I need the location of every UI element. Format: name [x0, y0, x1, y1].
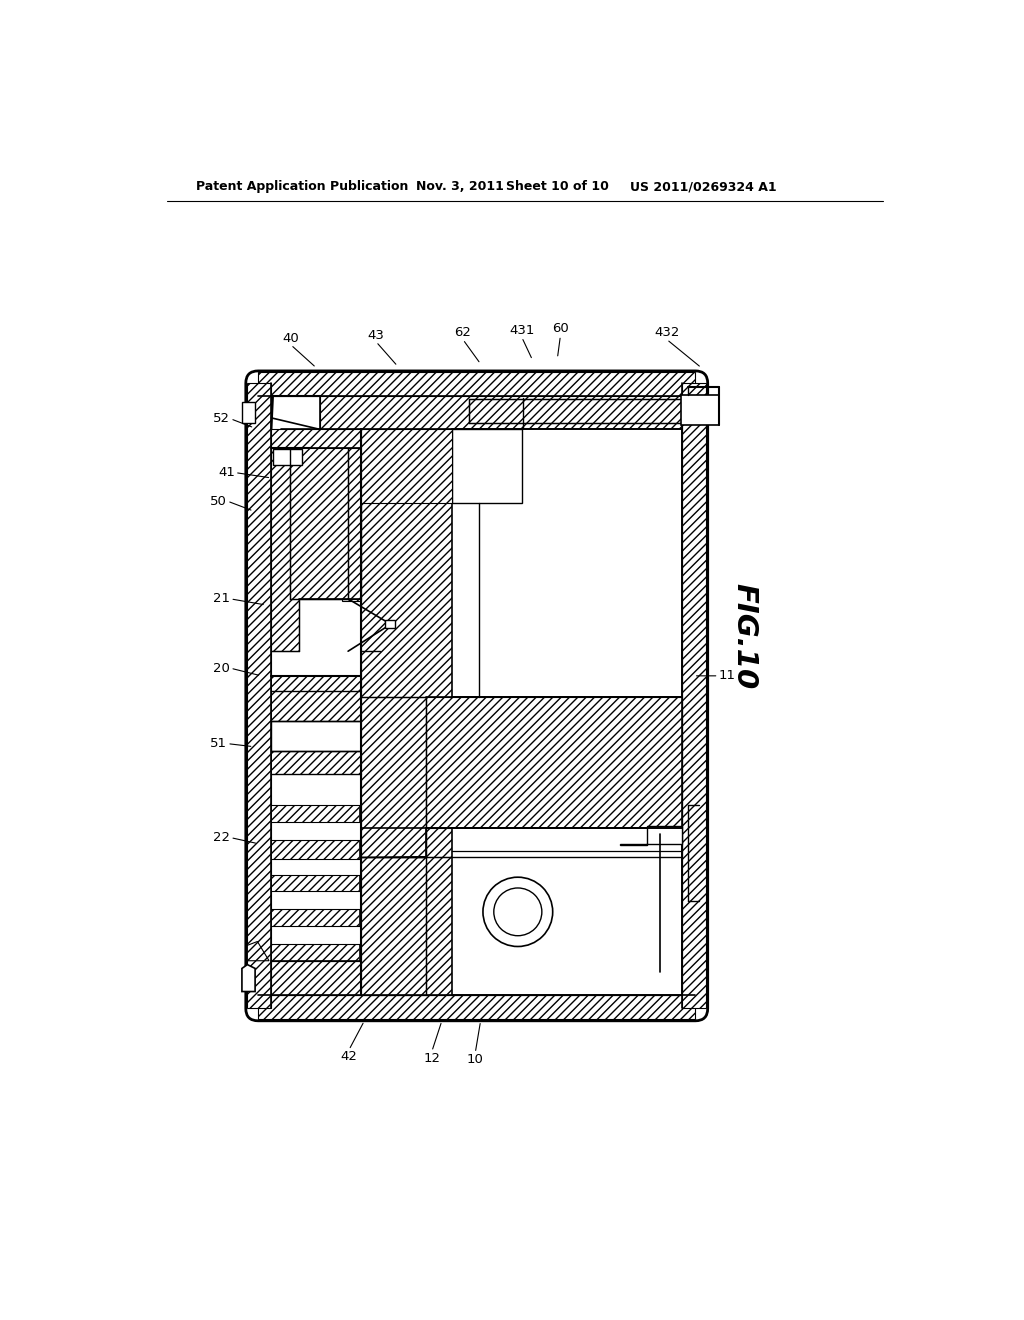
- Polygon shape: [271, 840, 359, 859]
- Polygon shape: [271, 961, 360, 995]
- Text: 22: 22: [213, 832, 230, 843]
- Circle shape: [494, 888, 542, 936]
- Polygon shape: [452, 429, 682, 697]
- Polygon shape: [360, 857, 426, 995]
- Text: Sheet 10 of 10: Sheet 10 of 10: [506, 181, 609, 194]
- Polygon shape: [271, 721, 360, 751]
- Text: 12: 12: [423, 1052, 440, 1065]
- Polygon shape: [271, 692, 360, 721]
- Circle shape: [483, 878, 553, 946]
- Polygon shape: [271, 429, 360, 447]
- Text: 41: 41: [218, 466, 234, 479]
- Polygon shape: [360, 697, 426, 857]
- Text: 43: 43: [368, 329, 384, 342]
- Text: 431: 431: [509, 323, 535, 337]
- Polygon shape: [682, 383, 707, 1008]
- Polygon shape: [271, 944, 359, 961]
- Text: Nov. 3, 2011: Nov. 3, 2011: [417, 181, 504, 194]
- Text: 51: 51: [210, 737, 227, 750]
- Polygon shape: [271, 676, 360, 692]
- Polygon shape: [452, 829, 682, 995]
- Text: 40: 40: [283, 331, 299, 345]
- Polygon shape: [621, 826, 682, 845]
- Text: 62: 62: [455, 326, 471, 339]
- Text: 50: 50: [210, 495, 227, 508]
- Polygon shape: [273, 449, 302, 465]
- Polygon shape: [385, 620, 394, 628]
- Polygon shape: [360, 829, 682, 857]
- Polygon shape: [258, 995, 695, 1019]
- Polygon shape: [360, 429, 682, 995]
- Polygon shape: [426, 697, 682, 829]
- Polygon shape: [321, 396, 682, 429]
- Polygon shape: [258, 372, 695, 396]
- Polygon shape: [469, 400, 682, 424]
- Text: FIG.10: FIG.10: [730, 582, 758, 689]
- Polygon shape: [271, 751, 360, 775]
- Text: Patent Application Publication: Patent Application Publication: [197, 181, 409, 194]
- Text: 21: 21: [213, 593, 230, 606]
- Polygon shape: [242, 965, 255, 991]
- Text: 42: 42: [340, 1051, 357, 1063]
- Polygon shape: [681, 395, 719, 425]
- Polygon shape: [360, 429, 452, 503]
- Polygon shape: [271, 447, 360, 651]
- Polygon shape: [242, 403, 255, 424]
- Polygon shape: [342, 447, 360, 601]
- Polygon shape: [248, 383, 271, 1008]
- Polygon shape: [452, 429, 521, 503]
- Polygon shape: [271, 909, 359, 927]
- Text: US 2011/0269324 A1: US 2011/0269324 A1: [630, 181, 777, 194]
- FancyBboxPatch shape: [246, 371, 708, 1020]
- Polygon shape: [290, 447, 348, 599]
- Text: 52: 52: [213, 412, 230, 425]
- Text: 11: 11: [719, 669, 735, 682]
- Text: 20: 20: [213, 661, 230, 675]
- Polygon shape: [271, 875, 359, 891]
- Polygon shape: [248, 941, 269, 961]
- Polygon shape: [271, 447, 310, 544]
- Text: 10: 10: [467, 1053, 483, 1067]
- Text: 60: 60: [552, 322, 568, 335]
- Polygon shape: [271, 805, 359, 822]
- Text: 432: 432: [654, 326, 679, 339]
